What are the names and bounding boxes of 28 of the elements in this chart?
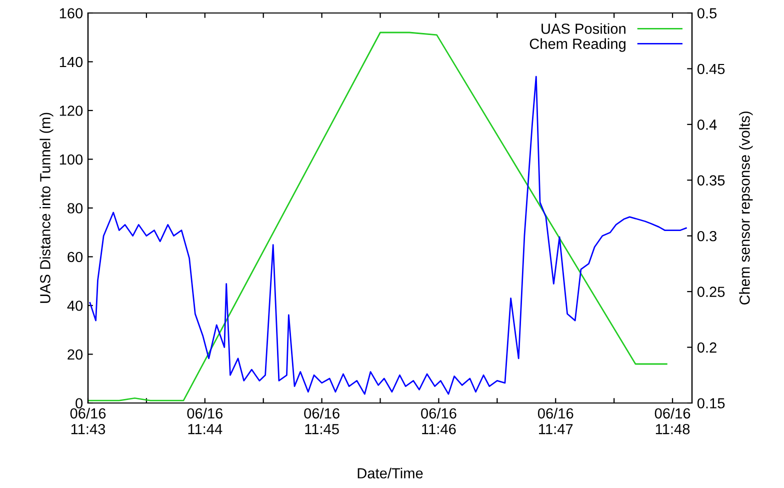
y-tick-label: 120 <box>60 106 83 116</box>
x-tick-label: 06/16 11:45 <box>304 408 340 434</box>
y2-tick-label: 0.3 <box>697 230 716 242</box>
y2-tick-label: 0.45 <box>697 64 725 74</box>
y-tick-label: 100 <box>60 154 83 165</box>
y2-tick-label: 0.35 <box>697 175 725 186</box>
legend-label: Chem Reading <box>530 38 626 52</box>
x-tick-label: 06/16 11:48 <box>654 408 690 434</box>
y2-tick-label: 0.2 <box>697 342 716 353</box>
y-tick-label: 0 <box>76 398 83 408</box>
x-axis-title: Date/Time <box>358 468 423 478</box>
y-tick-label: 40 <box>67 300 83 311</box>
y-tick-label: 80 <box>68 203 83 214</box>
y2-tick-label: 0.5 <box>697 8 717 18</box>
y2-tick-label: 0.15 <box>697 398 725 408</box>
y2-tick-label: 0.4 <box>697 120 717 130</box>
y-axis-title: UAS Distance into Tunnel (m) <box>40 112 54 303</box>
y2-tick-label: 0.25 <box>697 286 725 297</box>
y-tick-label: 60 <box>68 252 83 262</box>
x-tick-label: 06/16 11:46 <box>421 408 456 434</box>
y-tick-label: 20 <box>68 349 83 360</box>
y-tick-label: 140 <box>60 56 83 68</box>
y-tick-label: 160 <box>60 8 83 18</box>
y2-axis-title: Chem sensor repsonse (volts) <box>739 112 753 305</box>
x-tick-label: 06/16 11:44 <box>187 408 223 434</box>
x-tick-label: 06/16 11:43 <box>70 408 106 434</box>
x-tick-label: 06/16 11:47 <box>538 408 574 434</box>
legend-label: UAS Position <box>542 23 626 34</box>
